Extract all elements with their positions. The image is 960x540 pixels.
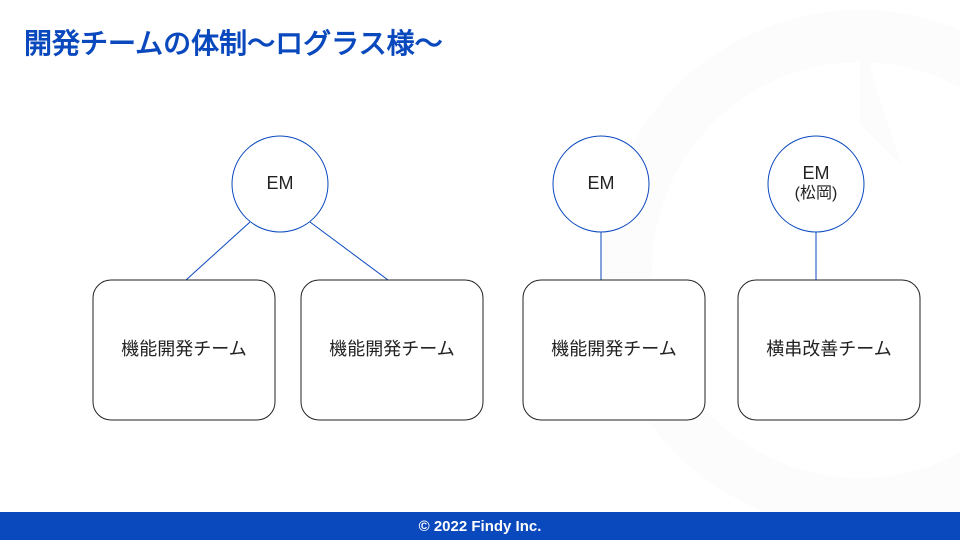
team-node-label: 機能開発チーム: [329, 339, 454, 359]
em-node-label: EM: [803, 163, 830, 183]
em-node-label: EM: [588, 173, 615, 193]
em-node-label: (松岡): [795, 184, 838, 202]
connector-line: [310, 222, 388, 280]
org-diagram: EMEMEM(松岡)機能開発チーム機能開発チーム機能開発チーム横串改善チーム: [0, 0, 960, 540]
team-node-label: 機能開発チーム: [551, 339, 676, 359]
em-node-label: EM: [267, 173, 294, 193]
team-node-label: 横串改善チーム: [766, 339, 891, 359]
connector-line: [186, 222, 250, 280]
team-node-label: 機能開発チーム: [121, 339, 246, 359]
footer-bar: © 2022 Findy Inc.: [0, 512, 960, 540]
copyright-text: © 2022 Findy Inc.: [419, 518, 542, 535]
em-node: [768, 136, 864, 232]
